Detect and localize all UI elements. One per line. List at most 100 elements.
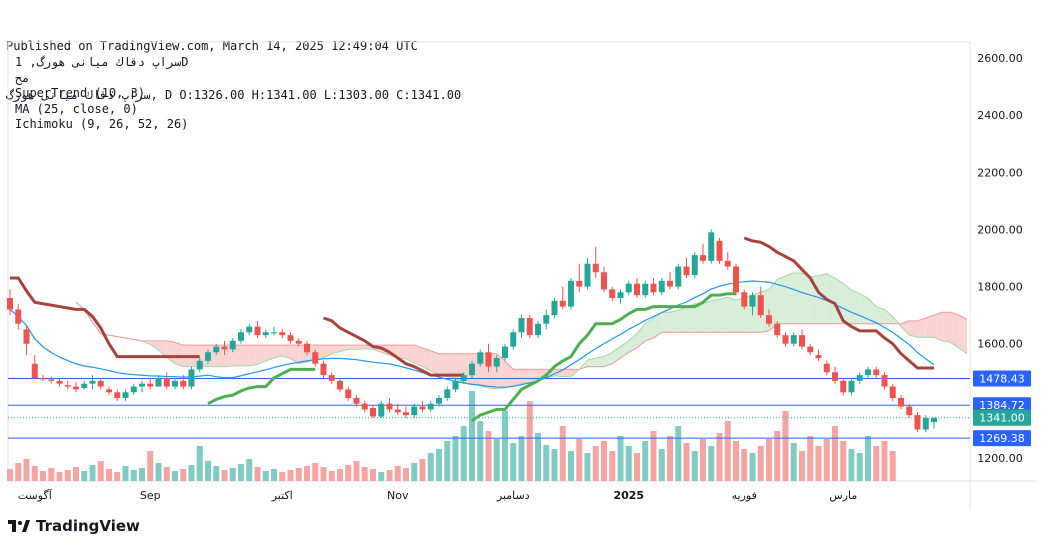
volume-bar bbox=[56, 472, 63, 481]
volume-bar bbox=[419, 459, 426, 481]
candle-body bbox=[708, 232, 715, 261]
volume-bar bbox=[526, 401, 533, 481]
candle-body bbox=[700, 255, 706, 261]
volume-bar bbox=[130, 470, 137, 481]
volume-bar bbox=[848, 449, 855, 481]
cloud-segment bbox=[645, 318, 654, 341]
volume-bar bbox=[749, 453, 756, 481]
cloud-segment bbox=[232, 345, 241, 366]
volume-bar bbox=[757, 446, 764, 481]
volume-bar bbox=[469, 391, 475, 481]
candle-body bbox=[312, 352, 319, 364]
volume-bar bbox=[229, 468, 236, 481]
candle-body bbox=[221, 346, 228, 350]
supertrend-segment bbox=[207, 367, 316, 406]
legend-ichimoku[interactable]: Ichimoku (9, 26, 52, 26) bbox=[15, 117, 189, 131]
x-tick-label: اکتبر bbox=[271, 489, 293, 502]
candle-body bbox=[378, 403, 385, 417]
cloud-segment bbox=[711, 299, 720, 333]
volume-bar bbox=[196, 446, 203, 481]
price-label-text: 1384.72 bbox=[979, 399, 1025, 412]
ma-line bbox=[9, 280, 935, 388]
volume-bar bbox=[460, 426, 467, 481]
volume-bar bbox=[650, 431, 657, 481]
cloud-segment bbox=[843, 283, 852, 324]
candle-body bbox=[213, 346, 220, 353]
cloud-span-a bbox=[75, 272, 968, 390]
indicator-legend: سراپ دقاك ميانى هورگ, 1D ﻣﺢ SuperTrend (… bbox=[15, 55, 188, 133]
volume-bar bbox=[188, 465, 195, 481]
price-label-box bbox=[973, 397, 1031, 414]
cloud-segment bbox=[290, 345, 299, 364]
cloud-segment bbox=[884, 309, 893, 324]
supertrend-segment bbox=[471, 292, 736, 423]
volume-bar bbox=[799, 451, 805, 481]
legend-supertrend[interactable]: SuperTrend (10, 3) bbox=[15, 86, 146, 100]
cloud-segment bbox=[727, 297, 736, 333]
candle-body bbox=[922, 418, 929, 430]
volume-bar bbox=[427, 453, 434, 481]
candle-body bbox=[328, 375, 335, 381]
x-tick-label: آگوست bbox=[18, 488, 53, 502]
candle-body bbox=[625, 283, 632, 293]
candle-body bbox=[15, 309, 22, 324]
volume-bar bbox=[147, 451, 154, 481]
candle-body bbox=[163, 378, 170, 387]
cloud-segment bbox=[958, 315, 967, 354]
volume-bar bbox=[625, 446, 632, 481]
volume-bar bbox=[40, 471, 46, 481]
volume-bar bbox=[559, 426, 566, 481]
candle-body bbox=[196, 360, 203, 370]
candle-body bbox=[543, 315, 550, 324]
candle-body bbox=[411, 406, 418, 416]
volume-bars bbox=[7, 391, 896, 481]
volume-bar bbox=[172, 471, 178, 481]
candle-body bbox=[774, 323, 781, 336]
price-label-text: 1341.00 bbox=[979, 412, 1025, 425]
cloud-segment bbox=[422, 348, 431, 371]
y-tick-label: 1200.00 bbox=[977, 452, 1023, 465]
cloud-segment bbox=[793, 273, 802, 324]
cloud-segment bbox=[637, 323, 646, 348]
cloud-segment bbox=[331, 345, 340, 354]
legend-ma[interactable]: MA (25, close, 0) bbox=[15, 101, 138, 116]
candle-body bbox=[229, 340, 236, 350]
cloud-segment bbox=[257, 345, 266, 365]
volume-bar bbox=[295, 468, 302, 481]
candle-body bbox=[592, 263, 599, 273]
candle-body bbox=[716, 240, 723, 261]
candle-body bbox=[477, 352, 484, 364]
cloud-segment bbox=[224, 345, 233, 367]
candle-body bbox=[188, 369, 195, 387]
volume-bar bbox=[328, 471, 335, 481]
cloud-segment bbox=[686, 303, 695, 333]
candle-body bbox=[452, 380, 459, 390]
cloud-segment bbox=[802, 273, 811, 324]
cloud-segment bbox=[340, 345, 349, 352]
candle-body bbox=[81, 383, 88, 388]
volume-bar bbox=[683, 443, 690, 481]
candle-body bbox=[865, 369, 871, 376]
volume-bar bbox=[584, 453, 591, 481]
supertrend-segment bbox=[10, 276, 200, 359]
footer: TradingView bbox=[8, 517, 140, 535]
candle-body bbox=[172, 380, 178, 387]
cloud-segment bbox=[620, 340, 629, 358]
candle-body bbox=[757, 295, 764, 316]
volume-bar bbox=[774, 431, 781, 481]
volume-bar bbox=[493, 439, 500, 481]
candle-body bbox=[584, 263, 591, 287]
volume-bar bbox=[361, 467, 368, 481]
candle-body bbox=[807, 346, 814, 353]
cloud-segment bbox=[529, 369, 538, 383]
candle-body bbox=[749, 295, 756, 307]
volume-bar bbox=[15, 463, 22, 481]
candle-body bbox=[147, 383, 154, 387]
volume-bar bbox=[889, 451, 896, 481]
cloud-segment bbox=[430, 350, 439, 375]
candle-body bbox=[667, 280, 673, 287]
volume-bar bbox=[31, 466, 38, 481]
candle-body bbox=[724, 260, 731, 267]
symbol-name: سراپ دقاك ميانى هورگ bbox=[6, 88, 151, 102]
